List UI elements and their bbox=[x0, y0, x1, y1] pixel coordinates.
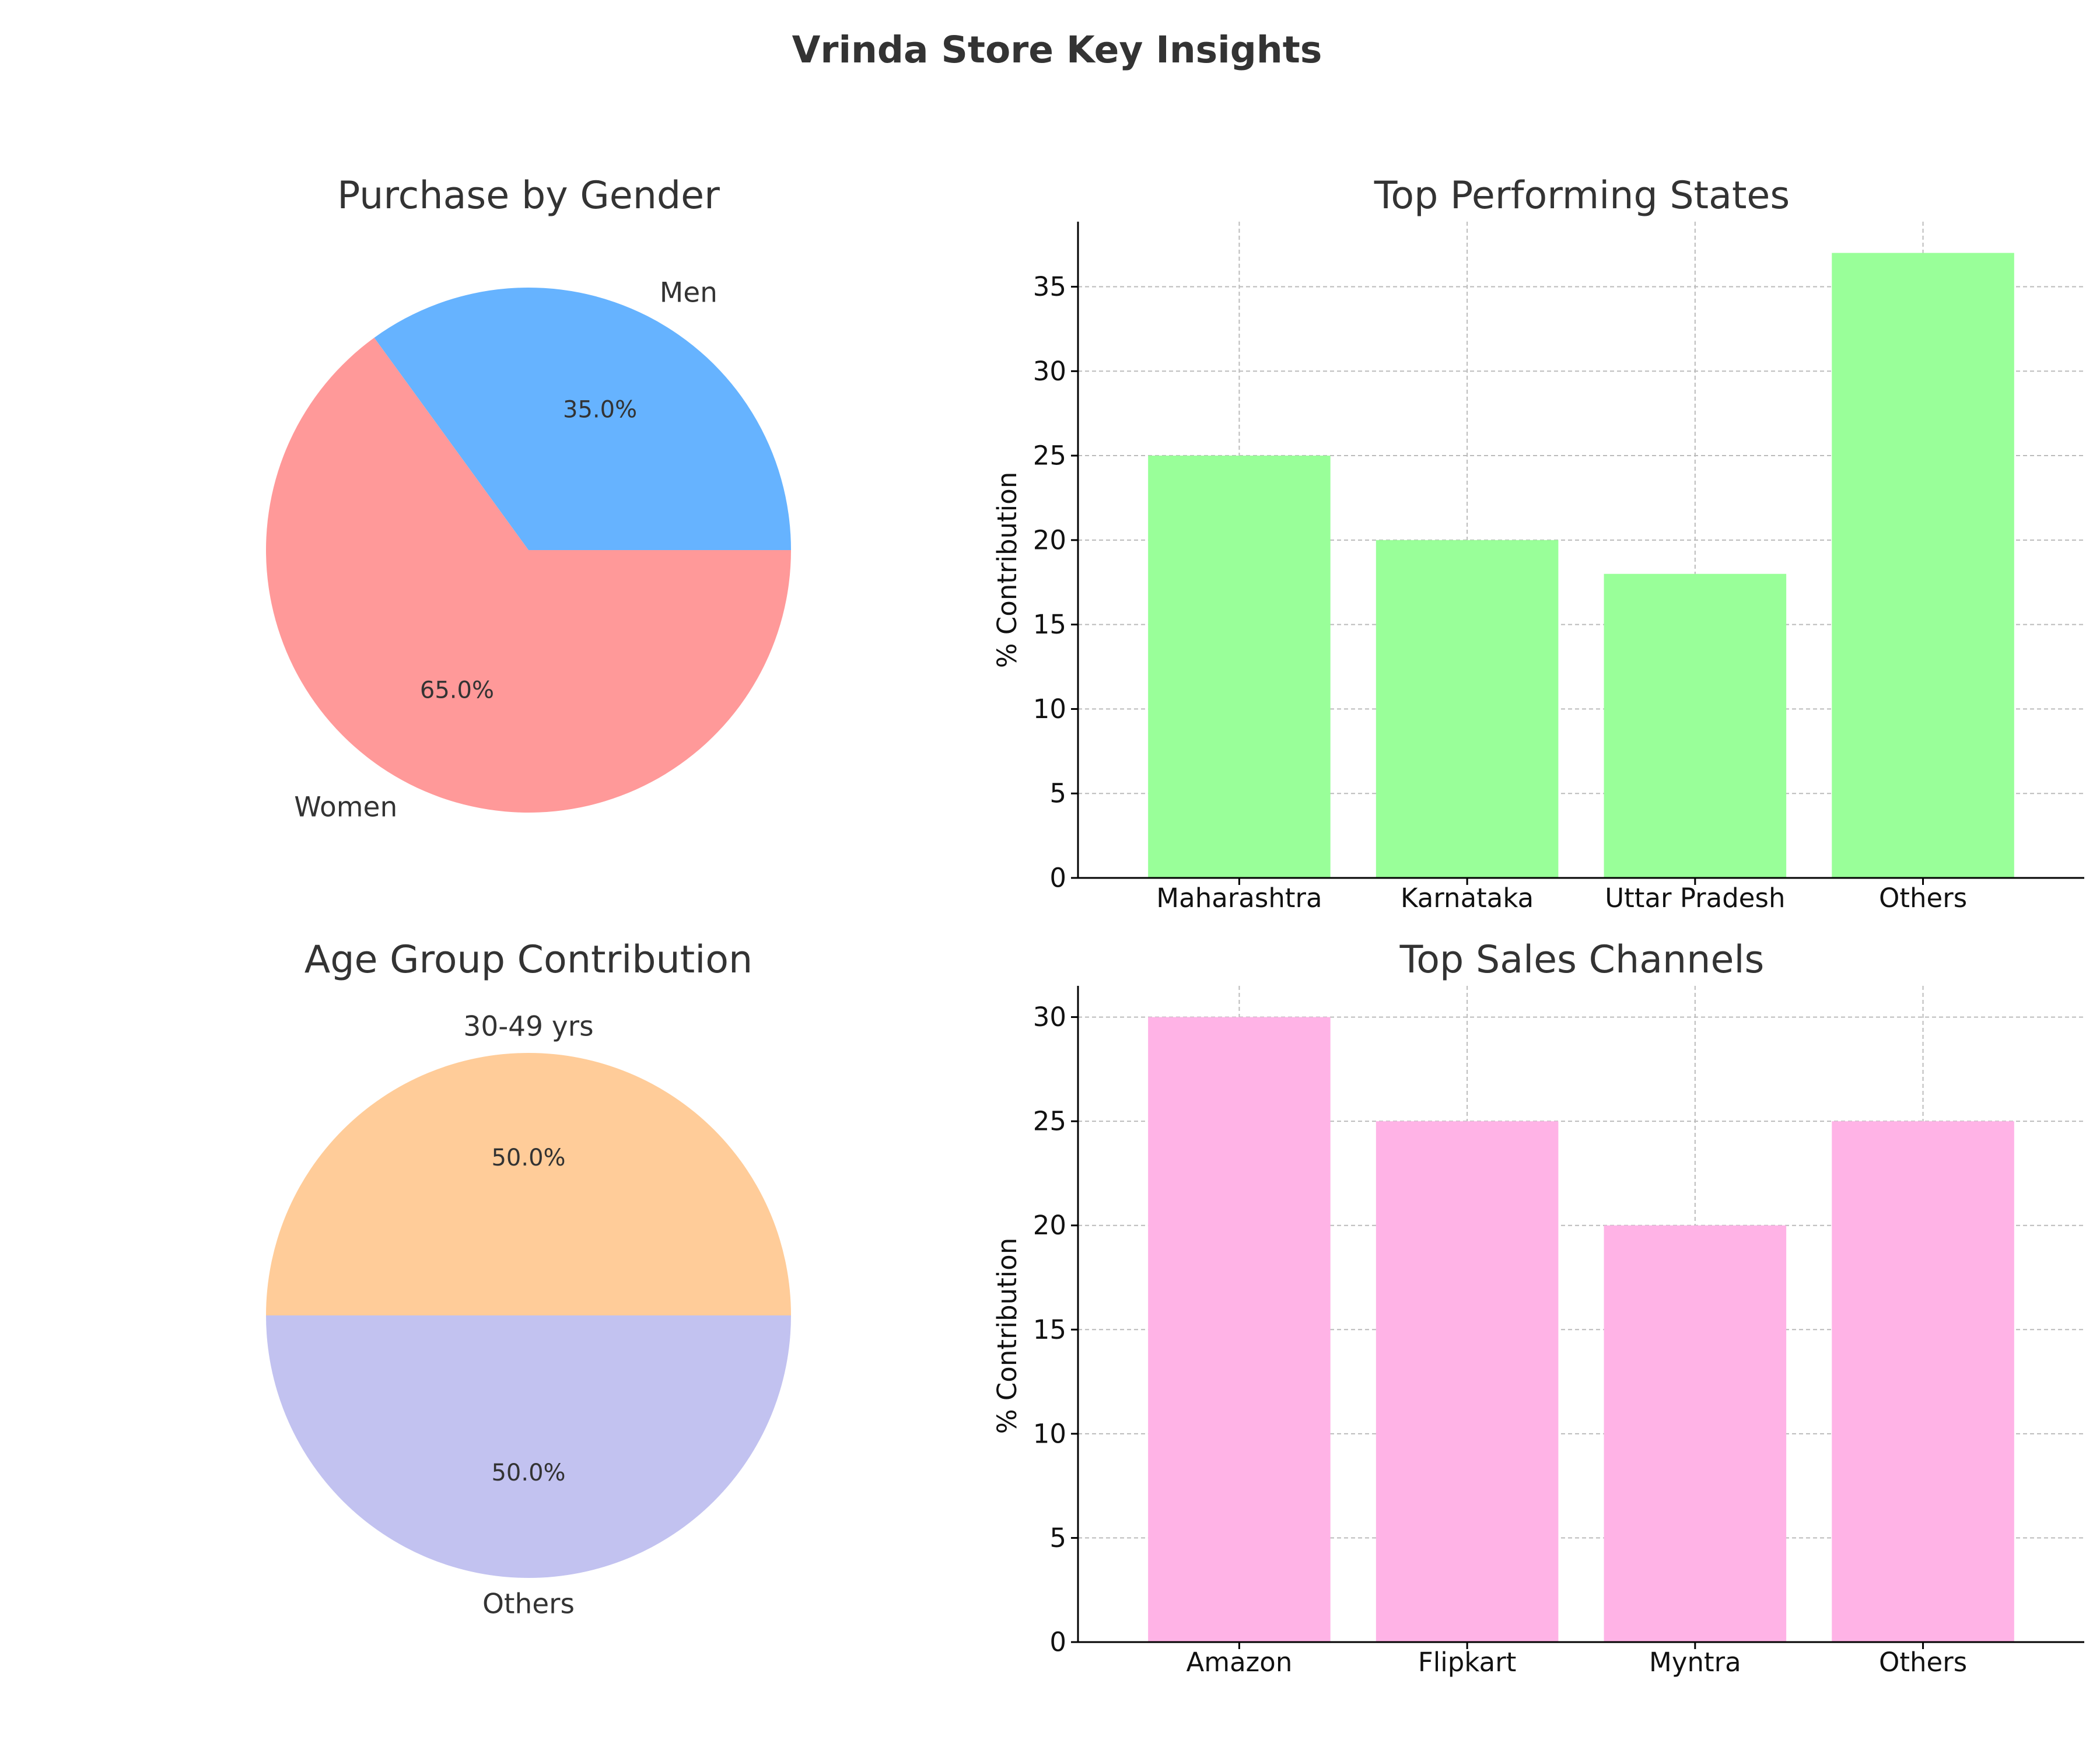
states-bar-chart: Top Performing States % Contribution 0 5 1… bbox=[992, 174, 2084, 914]
y-tick-label-25: 25 bbox=[1033, 1106, 1066, 1137]
y-tick-label-15: 15 bbox=[1033, 609, 1066, 640]
bar-karnataka bbox=[1376, 540, 1559, 878]
states-plot-area: 0 5 10 15 20 25 30 35 Maharashtra Karnataka Uttar … bbox=[1033, 222, 2084, 914]
x-tick-label-maharashtra: Maharashtra bbox=[1156, 883, 1322, 914]
figure-title: Vrinda Store Key Insights bbox=[792, 29, 1322, 71]
x-tick-label-uttar-pradesh: Uttar Pradesh bbox=[1605, 883, 1785, 914]
pie-label-30-49-yrs: 30-49 yrs bbox=[463, 1011, 593, 1043]
age-pie-slices bbox=[266, 1053, 791, 1578]
gender-pie-labels: Men 35.0% Women 65.0% bbox=[294, 276, 718, 823]
channels-plot-area: 0 5 10 15 20 25 30 Amazon Flipkart Myntra Others bbox=[1033, 986, 2084, 1678]
channels-bar-title: Top Sales Channels bbox=[1399, 938, 1765, 982]
x-tick-label-flipkart: Flipkart bbox=[1418, 1647, 1516, 1678]
x-tick-label-others: Others bbox=[1879, 1647, 1967, 1678]
bar-uttar-pradesh bbox=[1604, 573, 1787, 878]
bar-flipkart bbox=[1376, 1121, 1559, 1642]
channels-y-axis-label: % Contribution bbox=[992, 1238, 1023, 1434]
age-pie-labels: 30-49 yrs 50.0% Others 50.0% bbox=[463, 1011, 593, 1620]
bar-others bbox=[1832, 253, 2014, 878]
gender-pie-chart: Purchase by Gender Men 35.0% Women 65.0% bbox=[265, 174, 792, 824]
bar-maharashtra bbox=[1148, 456, 1331, 878]
bar-myntra bbox=[1604, 1225, 1787, 1642]
bars bbox=[1148, 1017, 2014, 1642]
pie-pct-30-49-yrs: 50.0% bbox=[491, 1144, 565, 1171]
bar-others bbox=[1832, 1121, 2014, 1642]
axes: 0 5 10 15 20 25 30 Amazon Flipkart Myntra Others bbox=[1033, 986, 2084, 1678]
pie-slice-others bbox=[266, 1315, 791, 1578]
pie-slice-men bbox=[374, 288, 791, 550]
bar-amazon bbox=[1148, 1017, 1331, 1642]
y-tick-label-5: 5 bbox=[1049, 1522, 1066, 1553]
x-tick-label-others: Others bbox=[1879, 883, 1967, 914]
x-tick-label-myntra: Myntra bbox=[1649, 1647, 1741, 1678]
y-tick-label-5: 5 bbox=[1049, 778, 1066, 809]
y-tick-label-30: 30 bbox=[1033, 356, 1066, 387]
states-bar-title: Top Performing States bbox=[1374, 174, 1790, 218]
channels-bar-chart: Top Sales Channels % Contribution 0 5 10 15… bbox=[992, 938, 2084, 1678]
gender-pie-slices bbox=[265, 288, 792, 813]
pie-pct-others: 50.0% bbox=[491, 1460, 565, 1486]
x-tick-label-amazon: Amazon bbox=[1186, 1647, 1292, 1678]
pie-label-others: Others bbox=[482, 1588, 575, 1620]
gender-pie-title: Purchase by Gender bbox=[337, 174, 720, 218]
states-y-axis-label: % Contribution bbox=[992, 472, 1023, 668]
y-tick-label-15: 15 bbox=[1033, 1314, 1066, 1345]
pie-label-men: Men bbox=[660, 276, 718, 309]
pie-slice-30-49-yrs bbox=[266, 1053, 791, 1315]
y-tick-label-20: 20 bbox=[1033, 524, 1066, 555]
y-tick-label-35: 35 bbox=[1033, 271, 1066, 302]
axes: 0 5 10 15 20 25 30 35 Maharashtra Karnataka Uttar … bbox=[1033, 222, 2084, 914]
y-tick-label-0: 0 bbox=[1049, 1627, 1066, 1658]
y-tick-label-0: 0 bbox=[1049, 863, 1066, 894]
bars bbox=[1148, 253, 2014, 878]
y-tick-label-10: 10 bbox=[1033, 1418, 1066, 1449]
y-tick-label-25: 25 bbox=[1033, 440, 1066, 471]
age-pie-chart: Age Group Contribution 30-49 yrs 50.0% Oth… bbox=[266, 938, 791, 1620]
y-tick-label-20: 20 bbox=[1033, 1210, 1066, 1241]
y-tick-label-10: 10 bbox=[1033, 694, 1066, 724]
y-tick-label-30: 30 bbox=[1033, 1002, 1066, 1032]
pie-pct-women: 65.0% bbox=[420, 677, 494, 704]
pie-slice-women bbox=[265, 337, 792, 813]
age-pie-title: Age Group Contribution bbox=[304, 938, 753, 982]
pie-pct-men: 35.0% bbox=[563, 396, 637, 423]
x-tick-label-karnataka: Karnataka bbox=[1401, 883, 1534, 914]
pie-label-women: Women bbox=[294, 792, 397, 824]
